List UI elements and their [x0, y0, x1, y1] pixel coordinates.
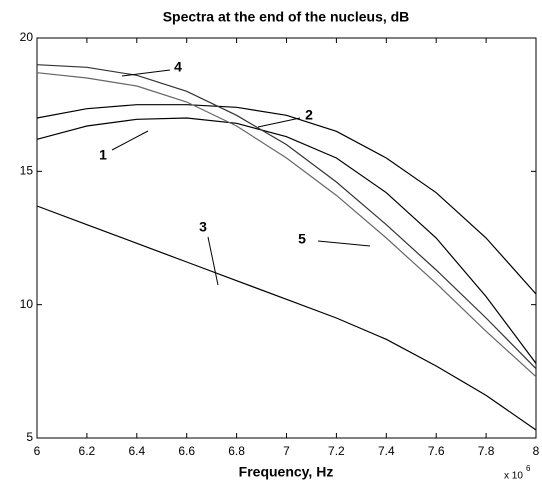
series-label: 2 — [305, 107, 313, 123]
y-tick-label: 5 — [26, 430, 33, 444]
x-tick-label: 6.6 — [178, 444, 195, 458]
x-tick-label: 6.2 — [79, 444, 96, 458]
x-multiplier: x 10 — [504, 471, 523, 482]
x-multiplier-exponent: 6 — [526, 464, 531, 473]
x-tick-label: 7 — [283, 444, 290, 458]
x-axis-label: Frequency, Hz — [239, 464, 334, 480]
line-series — [36, 205, 537, 431]
y-tick-label: 10 — [20, 297, 34, 311]
series-label: 1 — [99, 147, 107, 163]
series-label: 4 — [174, 59, 182, 75]
line-series — [36, 117, 537, 364]
x-tick-label: 7.8 — [478, 444, 495, 458]
leader-line — [317, 240, 371, 247]
leader-line — [111, 130, 149, 151]
x-tick-label: 7.6 — [428, 444, 445, 458]
line-series — [36, 72, 537, 378]
x-tick-label: 6 — [34, 444, 41, 458]
leader-line — [257, 117, 301, 128]
x-tick-label: 7.2 — [328, 444, 345, 458]
y-tick-label: 15 — [20, 164, 34, 178]
chart-title: Spectra at the end of the nucleus, dB — [163, 9, 410, 25]
x-tick-label: 7.4 — [378, 444, 395, 458]
series-label: 5 — [298, 231, 306, 247]
line-series — [36, 64, 537, 370]
series-label: 3 — [199, 219, 207, 235]
y-tick-label: 20 — [20, 30, 34, 44]
x-tick-label: 8 — [533, 444, 540, 458]
x-tick-label: 6.8 — [228, 444, 245, 458]
leader-line — [207, 236, 219, 286]
line-series — [36, 104, 537, 295]
leader-line — [121, 69, 171, 77]
x-tick-label: 6.4 — [128, 444, 145, 458]
